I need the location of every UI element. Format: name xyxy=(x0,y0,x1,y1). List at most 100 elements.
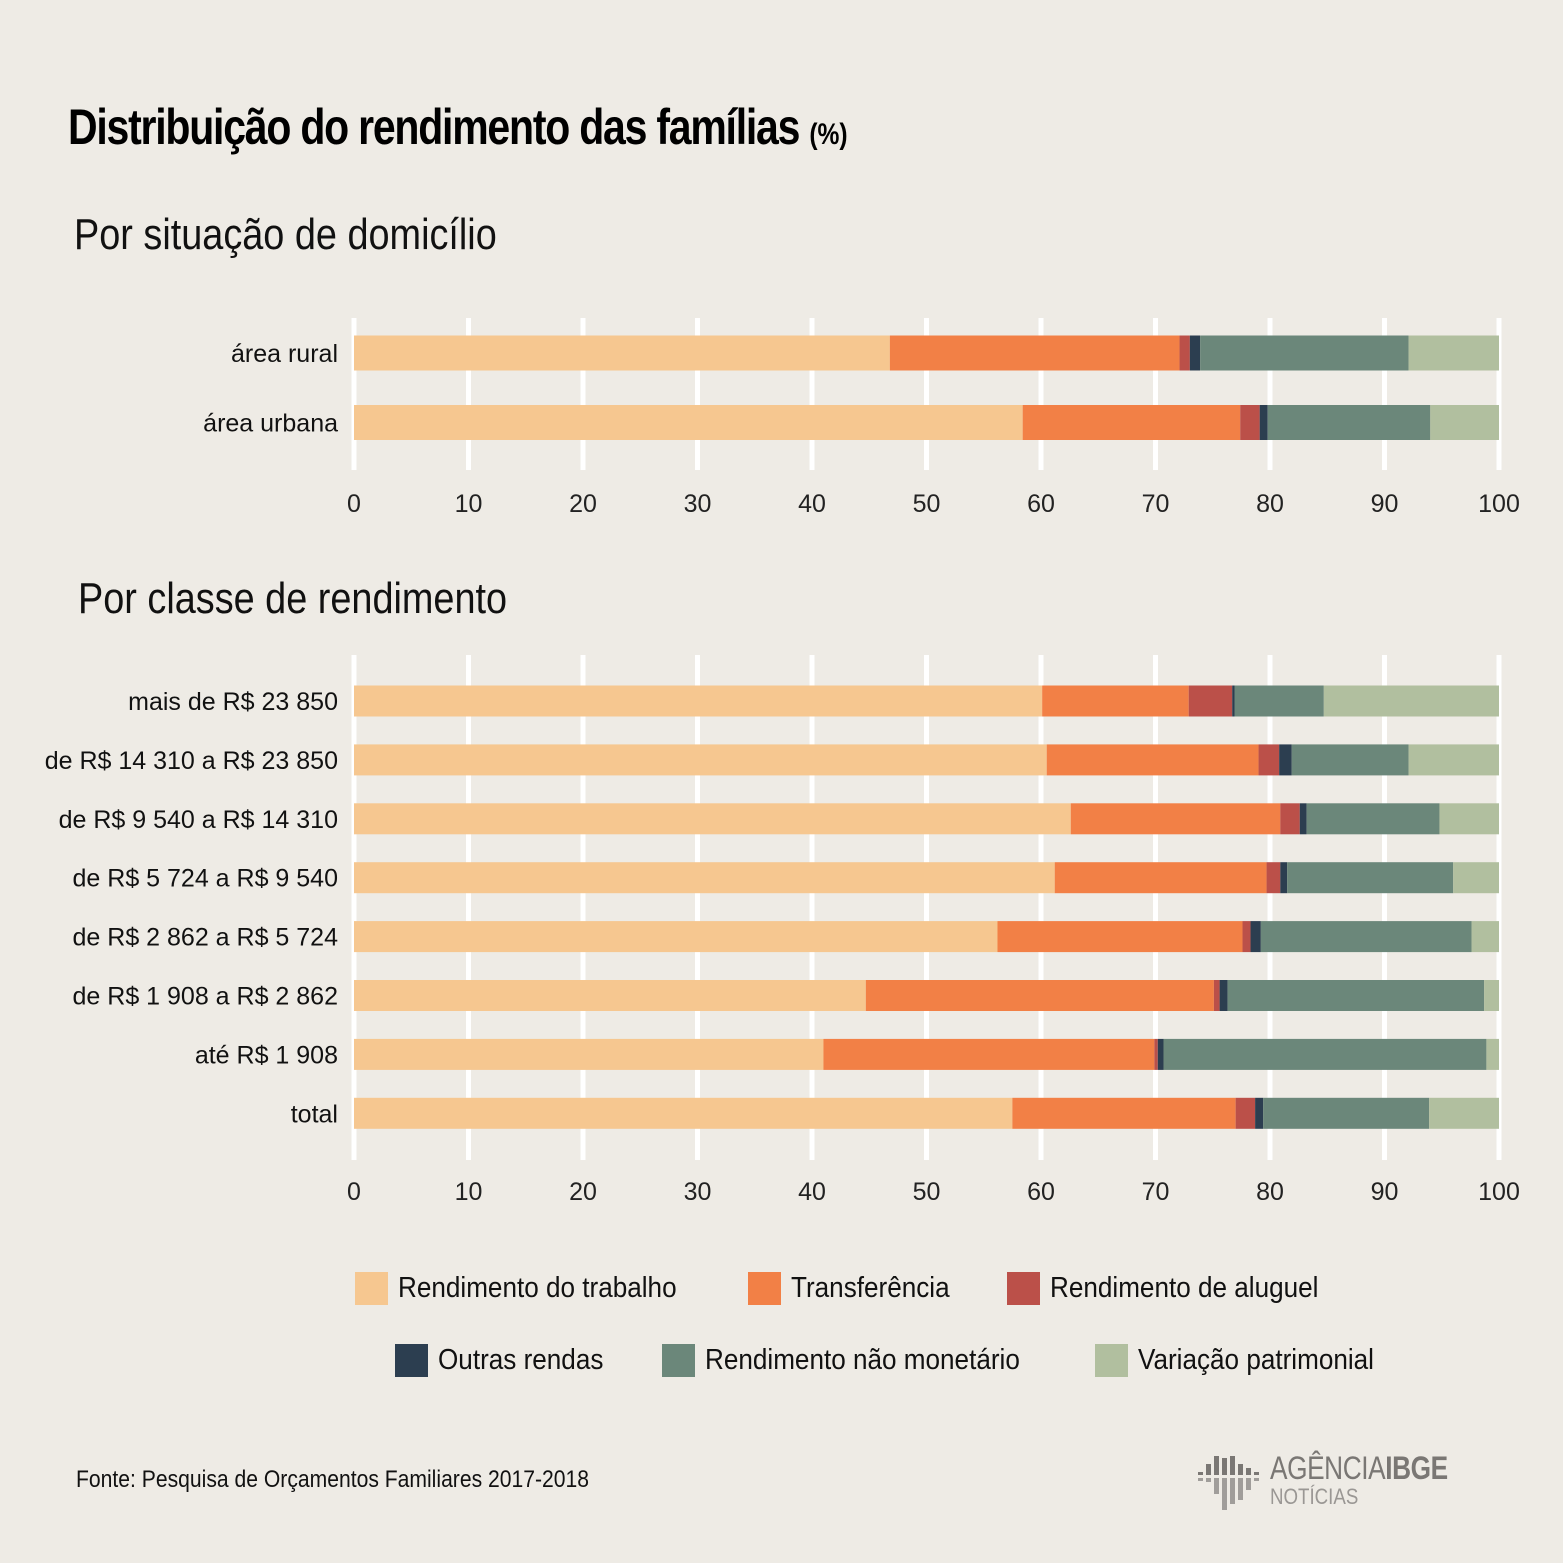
x-axis: 0 10 20 30 40 50 60 70 80 90 100 xyxy=(347,1178,1520,1206)
logo-name: AGÊNCIAIBGE xyxy=(1270,1452,1448,1484)
bar-segment-rendimento-de-aluguel xyxy=(1235,1097,1256,1129)
bar-segment-transferencia xyxy=(997,921,1243,953)
bar-segment-variacao-patrimonial xyxy=(1486,1038,1499,1070)
bar-segment-variacao-patrimonial xyxy=(1408,744,1499,776)
bar-segment-rendimento-nao-monetario xyxy=(1263,1097,1430,1129)
bar-segment-variacao-patrimonial xyxy=(1408,335,1499,371)
bar-row-de-r-14-310-a-r-23-850 xyxy=(354,744,1499,776)
bar-row-de-r-2-862-a-r-5-724 xyxy=(354,921,1499,953)
bar-segment-rendimento-de-aluguel xyxy=(1266,862,1281,894)
bar-row-mais-de-r-23-850 xyxy=(354,685,1499,717)
bar-segment-variacao-patrimonial xyxy=(1430,405,1499,440)
legend-label: Variação patrimonial xyxy=(1137,1344,1374,1376)
x-tick-label: 50 xyxy=(913,1178,941,1206)
category-label: total xyxy=(291,1100,338,1128)
x-tick-label: 60 xyxy=(1027,1178,1055,1206)
x-tick-label: 20 xyxy=(569,490,597,518)
bar-segment-variacao-patrimonial xyxy=(1471,921,1499,953)
bar-segment-rendimento-de-aluguel xyxy=(1280,803,1300,835)
bar-segment-rendimento-do-trabalho xyxy=(354,862,1055,894)
category-label: de R$ 9 540 a R$ 14 310 xyxy=(59,806,338,834)
bar-row-area-rural xyxy=(354,335,1499,371)
bar-segment-rendimento-nao-monetario xyxy=(1227,980,1485,1011)
bar-segment-transferencia xyxy=(1022,405,1241,440)
legend-item-transferencia: Transferência xyxy=(747,1272,967,1305)
source-note: Fonte: Pesquisa de Orçamentos Familiares… xyxy=(76,1466,590,1493)
section-title-domicilio: Por situação de domicílio xyxy=(74,210,497,259)
category-label: mais de R$ 23 850 xyxy=(128,688,338,716)
bar-segment-rendimento-de-aluguel xyxy=(1179,335,1190,371)
legend-swatch xyxy=(747,1272,781,1305)
bar-segment-rendimento-nao-monetario xyxy=(1200,335,1409,371)
legend-swatch xyxy=(1094,1344,1128,1377)
chart-domicilio: área rural área urbana 0 10 20 30 40 50 60 70 80 90… xyxy=(203,318,1520,518)
x-tick-label: 70 xyxy=(1142,1178,1170,1206)
logo-subtitle: NOTÍCIAS xyxy=(1270,1484,1359,1509)
x-tick-label: 40 xyxy=(798,1178,826,1206)
bar-segment-rendimento-do-trabalho xyxy=(354,685,1043,717)
x-tick-label: 0 xyxy=(347,1178,361,1206)
bar-segment-variacao-patrimonial xyxy=(1484,980,1499,1011)
bar-segment-rendimento-nao-monetario xyxy=(1291,744,1409,776)
bar-segment-rendimento-do-trabalho xyxy=(354,1097,1013,1129)
bar-segment-outras-rendas xyxy=(1250,921,1261,953)
chart-title-unit: (%) xyxy=(809,118,848,151)
agencia-ibge-logo: AGÊNCIAIBGE NOTÍCIAS xyxy=(1198,1452,1487,1512)
x-tick-label: 90 xyxy=(1371,1178,1399,1206)
bar-segment-rendimento-do-trabalho xyxy=(354,921,998,953)
bar-segment-rendimento-nao-monetario xyxy=(1306,803,1440,835)
bar-segment-rendimento-de-aluguel xyxy=(1242,921,1251,953)
bars xyxy=(354,335,1499,440)
x-tick-label: 100 xyxy=(1478,490,1520,518)
bar-segment-rendimento-de-aluguel xyxy=(1213,980,1220,1011)
x-tick-label: 80 xyxy=(1256,490,1284,518)
bar-segment-rendimento-de-aluguel xyxy=(1188,685,1233,717)
category-label: até R$ 1 908 xyxy=(195,1041,338,1069)
bar-segment-transferencia xyxy=(865,980,1214,1011)
bar-row-ate-r-1-908 xyxy=(354,1038,1499,1070)
bar-segment-rendimento-nao-monetario xyxy=(1234,685,1324,717)
legend-label: Rendimento de aluguel xyxy=(1049,1272,1319,1304)
legend-row-1: Rendimento do trabalho Transferência Rendi… xyxy=(355,1272,1388,1305)
x-tick-label: 20 xyxy=(569,1178,597,1206)
x-tick-label: 100 xyxy=(1478,1178,1520,1206)
bar-row-area-urbana xyxy=(354,405,1499,440)
category-label: de R$ 14 310 a R$ 23 850 xyxy=(45,747,338,775)
x-tick-label: 40 xyxy=(798,490,826,518)
bar-segment-rendimento-do-trabalho xyxy=(354,1038,824,1070)
bar-segment-outras-rendas xyxy=(1232,685,1235,717)
bar-segment-variacao-patrimonial xyxy=(1429,1097,1499,1129)
x-tick-label: 60 xyxy=(1027,490,1055,518)
bar-row-de-r-1-908-a-r-2-862 xyxy=(354,980,1499,1011)
category-label: de R$ 2 862 a R$ 5 724 xyxy=(73,924,339,952)
bar-segment-rendimento-do-trabalho xyxy=(354,744,1047,776)
bar-segment-rendimento-do-trabalho xyxy=(354,980,866,1011)
bar-segment-transferencia xyxy=(1046,744,1259,776)
bar-segment-outras-rendas xyxy=(1157,1038,1164,1070)
bar-segment-transferencia xyxy=(1042,685,1189,717)
bar-segment-transferencia xyxy=(1054,862,1267,894)
chart-title-text: Distribuição do rendimento das famílias xyxy=(68,99,800,155)
legend-swatch xyxy=(661,1344,695,1377)
legend-item-variacao-patrimonial: Variação patrimonial xyxy=(1094,1344,1400,1377)
bar-segment-variacao-patrimonial xyxy=(1439,803,1499,835)
bar-segment-transferencia xyxy=(889,335,1180,371)
legend-label: Rendimento não monetário xyxy=(704,1344,1020,1376)
bar-segment-outras-rendas xyxy=(1189,335,1201,371)
bar-segment-outras-rendas xyxy=(1255,1097,1264,1129)
bar-segment-rendimento-de-aluguel xyxy=(1154,1038,1158,1070)
bar-segment-rendimento-nao-monetario xyxy=(1163,1038,1487,1070)
bar-segment-rendimento-nao-monetario xyxy=(1287,862,1454,894)
bar-segment-rendimento-de-aluguel xyxy=(1258,744,1280,776)
chart-title: Distribuição do rendimento das famílias … xyxy=(68,98,848,156)
legend-item-rendimento-do-trabalho: Rendimento do trabalho xyxy=(355,1272,708,1305)
x-tick-label: 50 xyxy=(913,490,941,518)
ibge-logo-icon xyxy=(1198,1456,1259,1510)
bar-row-de-r-5-724-a-r-9-540 xyxy=(354,862,1499,894)
category-label: de R$ 5 724 a R$ 9 540 xyxy=(73,865,338,893)
bar-segment-rendimento-do-trabalho xyxy=(354,405,1023,440)
x-tick-label: 80 xyxy=(1256,1178,1284,1206)
category-label: de R$ 1 908 a R$ 2 862 xyxy=(73,983,338,1011)
bar-row-total xyxy=(354,1097,1499,1129)
x-tick-label: 10 xyxy=(455,1178,483,1206)
